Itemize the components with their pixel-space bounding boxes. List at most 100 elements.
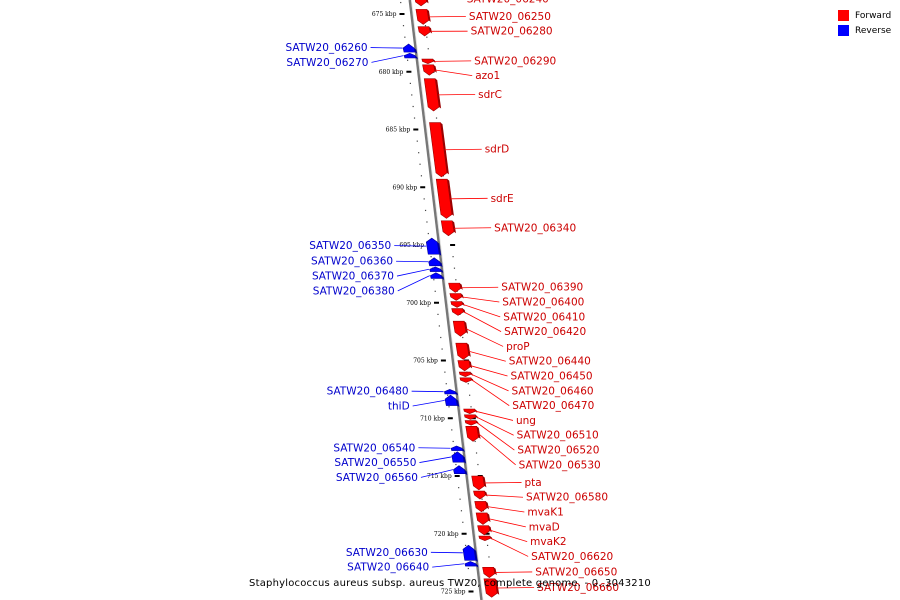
gene-label: SATW20_06350 [309,240,391,252]
leader-line [488,518,526,528]
leader-line [412,399,445,407]
minor-tick-right [469,394,471,396]
gene-arrow-satw20_06470 [459,377,472,383]
minor-tick-right [482,510,485,512]
gene-arrow-satw20_06640 [464,561,477,567]
gene-arrow-satw20_06240 [414,0,427,7]
leader-line [484,482,522,484]
gene-shade [415,55,418,60]
gene-arrow-satw20_06650 [482,566,496,579]
leader-line [432,563,465,568]
minor-tick-left [412,105,414,108]
gene-shade [452,220,456,234]
gene-label: thiD [388,400,410,412]
minor-tick-left [451,429,453,431]
gene-label: ung [516,415,536,427]
minor-tick-left [420,175,423,177]
minor-tick-left [455,463,457,466]
tick-label: 720 kbp [434,531,459,538]
gene-shade [482,476,487,488]
gene-arrow-sdrd [429,122,448,178]
legend-item-forward: Forward [838,8,891,23]
minor-tick-left [423,198,425,200]
forward-swatch [838,10,849,21]
gene-arrow-satw20_06620 [478,535,491,542]
gene-label: SATW20_06270 [286,57,368,69]
gene-arrow-satw20_06360 [428,257,441,267]
gene-shade [466,343,471,357]
leader-line [461,286,499,289]
gene-label: SATW20_06370 [312,271,394,283]
genome-axis [408,0,484,600]
minor-tick-left [452,440,454,443]
leader-line [454,227,492,229]
gene-label: SATW20_06250 [469,11,551,23]
gene-label: SATW20_06650 [535,566,617,578]
leader-line [462,296,500,303]
minor-tick-left [462,521,464,523]
leader-line [470,365,508,377]
gene-labels: SATW20_06240 SATW20_06250 SATW20_06260 SATW… [286,0,620,594]
minor-tick-right [427,48,429,50]
gene-arrow-satw20_06540 [450,445,464,451]
gene-arrow-satw20_06550 [451,451,465,463]
tick-label: 680 kbp [379,69,404,76]
gene-label: sdrE [491,193,514,205]
minor-tick-left [458,487,460,489]
minor-tick-left [418,152,420,154]
tick-label: 710 kbp [420,415,445,422]
major-tick-left [440,359,446,362]
gene-label: SATW20_06640 [347,562,429,574]
minor-tick-left [438,325,440,327]
gene-shade [433,64,437,73]
gene-label: SATW20_06660 [537,582,619,594]
leader-line [490,529,528,543]
minor-tick-left [447,394,449,396]
gene-label: SATW20_06460 [512,385,594,397]
gene-arrow-mvad [475,512,489,525]
minor-tick-right [486,544,489,546]
minor-tick-left [402,25,405,27]
gene-label: SATW20_06540 [333,442,415,454]
tick-label: 695 kbp [399,242,424,249]
minor-tick-left [409,82,411,84]
gene-label: mvaK2 [530,536,566,548]
tick-label: 715 kbp [427,473,452,480]
gene-shade [440,269,444,274]
major-tick-left [434,301,439,304]
gene-arrow-sdrc [423,78,440,112]
leader-line [444,148,482,151]
gene-shade [462,455,467,464]
gene-label: SATW20_06580 [526,492,608,504]
gene-label: SATW20_06340 [494,222,576,234]
leader-line [463,311,502,332]
gene-arrow-satw20_06400 [449,293,463,301]
tick-label: 705 kbp [413,358,438,365]
gene-label: SATW20_06530 [519,459,601,471]
tick-label: 725 kbp [441,589,466,596]
gene-arrow-satw20_06580 [473,490,486,500]
gene-shade [475,563,479,568]
gene-label: sdrD [485,144,510,156]
gene-arrow-satw20_06560 [453,465,466,474]
minor-tick-left [434,290,436,292]
major-tick-left [447,417,453,420]
minor-tick-left [411,94,413,96]
gene-label: SATW20_06420 [504,326,586,338]
gene-label: mvaK1 [527,507,563,519]
minor-tick-left [448,406,450,408]
minor-tick-left [416,140,418,142]
gene-shade [439,261,443,268]
gene-arrow-satw20_06420 [451,308,464,316]
leader-line [475,410,514,421]
gene-arrow-mvak1 [474,501,488,513]
gene-shade [455,391,458,396]
gene-shade [456,399,460,408]
gene-shade [426,9,431,22]
leader-line [419,456,452,463]
gene-arrow-sdre [435,178,453,219]
minor-tick-right [481,498,483,500]
gene-shade [494,578,500,595]
gene-shade [440,122,449,175]
minor-tick-right [456,290,458,292]
